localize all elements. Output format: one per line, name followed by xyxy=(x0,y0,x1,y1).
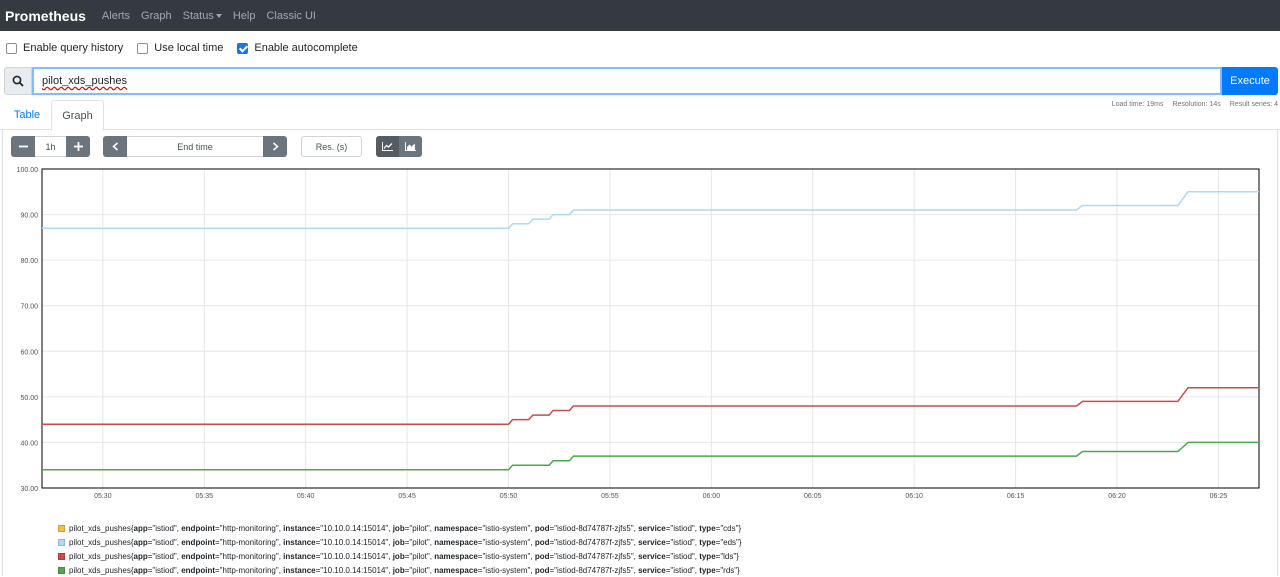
time-series-chart[interactable]: 30.00 40.00 50.00 60.00 70.00 80.00 90.00 100.0… xyxy=(0,160,1280,505)
resolution-text: Resolution: 14s xyxy=(1172,101,1221,108)
x-tick-label: 05:50 xyxy=(500,493,518,500)
legend-label: pilot_xds_pushes{app="istiod", endpoint=… xyxy=(69,565,740,575)
graph-controls: 1h End time Res. (s) xyxy=(11,136,422,157)
legend-label: pilot_xds_pushes{app="istiod", endpoint=… xyxy=(69,523,742,533)
option-local-time[interactable]: Use local time xyxy=(137,42,223,54)
resolution-input[interactable]: Res. (s) xyxy=(301,136,362,157)
query-stats: Load time: 19ms Resolution: 14s Result s… xyxy=(1112,101,1278,108)
legend-item[interactable]: pilot_xds_pushes{app="istiod", endpoint=… xyxy=(58,563,742,577)
result-series-text: Result series: 4 xyxy=(1229,101,1278,108)
unstacked-button[interactable] xyxy=(376,136,399,157)
chart-mode-toggle xyxy=(376,136,422,157)
nav-classic-ui[interactable]: Classic UI xyxy=(266,9,316,22)
nav-status[interactable]: Status xyxy=(183,10,222,22)
execute-button[interactable]: Execute xyxy=(1222,67,1278,95)
line-chart-icon xyxy=(382,142,393,151)
nav-help[interactable]: Help xyxy=(232,9,256,22)
search-icon xyxy=(4,67,32,95)
legend-item[interactable]: pilot_xds_pushes{app="istiod", endpoint=… xyxy=(58,521,742,535)
option-autocomplete[interactable]: Enable autocomplete xyxy=(237,42,358,54)
x-tick-label: 05:55 xyxy=(601,493,619,500)
legend-label: pilot_xds_pushes{app="istiod", endpoint=… xyxy=(69,537,742,547)
local-time-label: Use local time xyxy=(154,42,224,54)
query-history-checkbox[interactable] xyxy=(6,42,17,54)
x-tick-label: 06:05 xyxy=(804,493,822,500)
query-bar: pilot_xds_pushes Execute xyxy=(4,67,1278,95)
x-tick-label: 06:15 xyxy=(1007,493,1025,500)
plus-icon xyxy=(73,142,83,151)
panel-tabs: Table Graph xyxy=(0,100,1280,131)
top-navbar: Prometheus Alerts Graph Status Help Clas… xyxy=(0,0,1280,31)
end-time-input[interactable]: End time xyxy=(127,136,263,157)
y-tick-label: 30.00 xyxy=(20,486,38,493)
legend-label: pilot_xds_pushes{app="istiod", endpoint=… xyxy=(69,551,739,561)
x-tick-label: 05:35 xyxy=(196,493,214,500)
y-tick-label: 50.00 xyxy=(20,395,38,402)
legend-swatch xyxy=(58,566,65,574)
plot-frame xyxy=(41,168,1260,489)
next-time-button[interactable] xyxy=(263,136,287,157)
autocomplete-label: Enable autocomplete xyxy=(254,42,358,54)
legend-item[interactable]: pilot_xds_pushes{app="istiod", endpoint=… xyxy=(58,549,742,563)
legend-swatch xyxy=(58,552,65,560)
option-query-history[interactable]: Enable query history xyxy=(6,42,123,54)
y-tick-label: 80.00 xyxy=(20,258,38,265)
y-tick-label: 90.00 xyxy=(20,213,38,220)
brand-logo[interactable]: Prometheus xyxy=(5,7,86,24)
expression-text: pilot_xds_pushes xyxy=(42,75,128,87)
area-chart-icon xyxy=(405,142,416,151)
local-time-checkbox[interactable] xyxy=(137,42,149,54)
x-tick-label: 06:20 xyxy=(1108,493,1126,500)
minus-icon xyxy=(18,145,28,148)
legend-item[interactable]: pilot_xds_pushes{app="istiod", endpoint=… xyxy=(58,535,742,549)
series-legend: pilot_xds_pushes{app="istiod", endpoint=… xyxy=(58,521,742,577)
nav-graph[interactable]: Graph xyxy=(141,9,172,22)
y-tick-label: 40.00 xyxy=(20,440,38,447)
legend-swatch xyxy=(58,538,65,546)
y-tick-label: 100.00 xyxy=(17,167,39,174)
nav-status-label: Status xyxy=(182,9,214,22)
x-tick-label: 05:45 xyxy=(398,493,416,500)
stacked-button[interactable] xyxy=(399,136,422,157)
x-tick-label: 05:40 xyxy=(297,493,315,500)
load-time-text: Load time: 19ms xyxy=(1111,101,1164,108)
x-tick-label: 06:25 xyxy=(1210,493,1228,500)
expression-input[interactable]: pilot_xds_pushes xyxy=(32,67,1222,95)
previous-time-button[interactable] xyxy=(103,136,127,157)
y-tick-label: 70.00 xyxy=(20,304,38,311)
graph-panel xyxy=(2,130,1278,576)
y-tick-label: 60.00 xyxy=(20,349,38,356)
autocomplete-checkbox[interactable] xyxy=(237,42,249,54)
nav-alerts[interactable]: Alerts xyxy=(101,9,131,22)
query-history-label: Enable query history xyxy=(23,42,124,54)
series-line-0 xyxy=(42,191,1259,229)
increase-range-button[interactable] xyxy=(66,136,90,157)
chevron-right-icon xyxy=(272,142,279,151)
chevron-down-icon xyxy=(215,13,222,18)
range-input[interactable]: 1h xyxy=(35,136,66,157)
chevron-left-icon xyxy=(111,142,118,151)
x-tick-label: 06:00 xyxy=(703,493,721,500)
series-line-1 xyxy=(42,386,1259,425)
decrease-range-button[interactable] xyxy=(11,136,35,157)
series-line-2 xyxy=(42,441,1259,471)
tab-table[interactable]: Table xyxy=(13,109,41,121)
tab-graph[interactable]: Graph xyxy=(51,100,104,131)
x-tick-label: 06:10 xyxy=(905,493,923,500)
query-options: Enable query history Use local time Enab… xyxy=(6,42,372,54)
x-tick-label: 05:30 xyxy=(94,493,112,500)
legend-swatch xyxy=(58,524,65,532)
